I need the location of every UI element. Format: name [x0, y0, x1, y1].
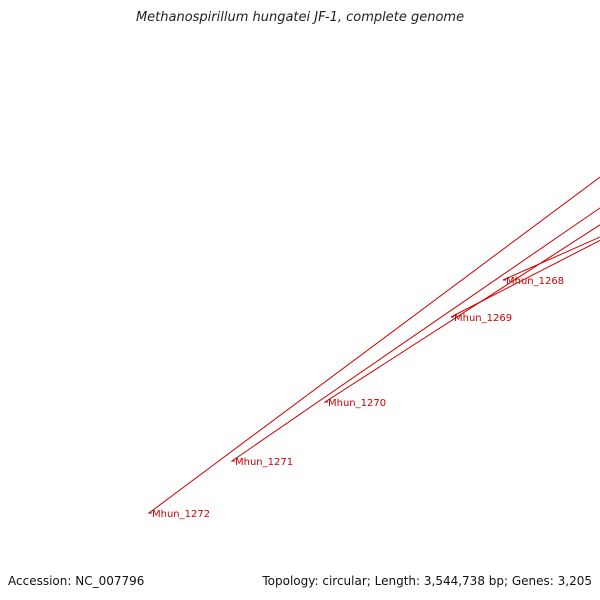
- gene-label[interactable]: Mhun_1271: [235, 457, 293, 468]
- genome-info-label: Topology: circular; Length: 3,544,738 bp…: [262, 574, 592, 588]
- gene-label[interactable]: Mhun_1269: [454, 313, 512, 324]
- map-layer: 1437 kbp1438 kbp1439 kbp1440 kbp1441 kbp…: [147, 0, 600, 520]
- gene-label[interactable]: Mhun_1272: [152, 509, 210, 520]
- genome-backbone-shadow: [459, 0, 600, 21]
- gene-leader-line: [147, 176, 600, 514]
- gene-leader-line: [450, 239, 600, 318]
- accession-label: Accession: NC_007796: [8, 574, 145, 588]
- gene-leader-line: [323, 224, 600, 403]
- gene-label[interactable]: Mhun_1270: [328, 398, 386, 409]
- gene-leader-line: [230, 207, 600, 462]
- gene-label[interactable]: Mhun_1268: [506, 276, 564, 287]
- genome-backbone: [460, 0, 600, 23]
- map-title: Methanospirillum hungatei JF-1, complete…: [135, 10, 465, 25]
- gene-leader-line: [502, 236, 600, 281]
